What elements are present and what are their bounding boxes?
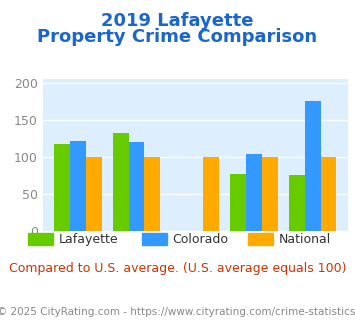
Bar bbox=[262, 157, 278, 231]
Bar bbox=[289, 175, 305, 231]
Text: 2019 Lafayette: 2019 Lafayette bbox=[101, 12, 254, 30]
Text: Colorado: Colorado bbox=[172, 233, 228, 246]
Text: © 2025 CityRating.com - https://www.cityrating.com/crime-statistics/: © 2025 CityRating.com - https://www.city… bbox=[0, 307, 355, 317]
Bar bbox=[86, 157, 102, 231]
Bar bbox=[129, 142, 144, 231]
Text: National: National bbox=[279, 233, 331, 246]
Text: Property Crime Comparison: Property Crime Comparison bbox=[37, 28, 318, 46]
Text: Compared to U.S. average. (U.S. average equals 100): Compared to U.S. average. (U.S. average … bbox=[9, 262, 346, 275]
Bar bbox=[305, 101, 321, 231]
Bar bbox=[203, 157, 219, 231]
Bar bbox=[54, 144, 70, 231]
Bar bbox=[246, 154, 262, 231]
Bar bbox=[144, 157, 160, 231]
Bar bbox=[321, 157, 337, 231]
Bar bbox=[230, 174, 246, 231]
Text: Lafayette: Lafayette bbox=[59, 233, 118, 246]
Bar bbox=[113, 133, 129, 231]
Bar bbox=[70, 141, 86, 231]
